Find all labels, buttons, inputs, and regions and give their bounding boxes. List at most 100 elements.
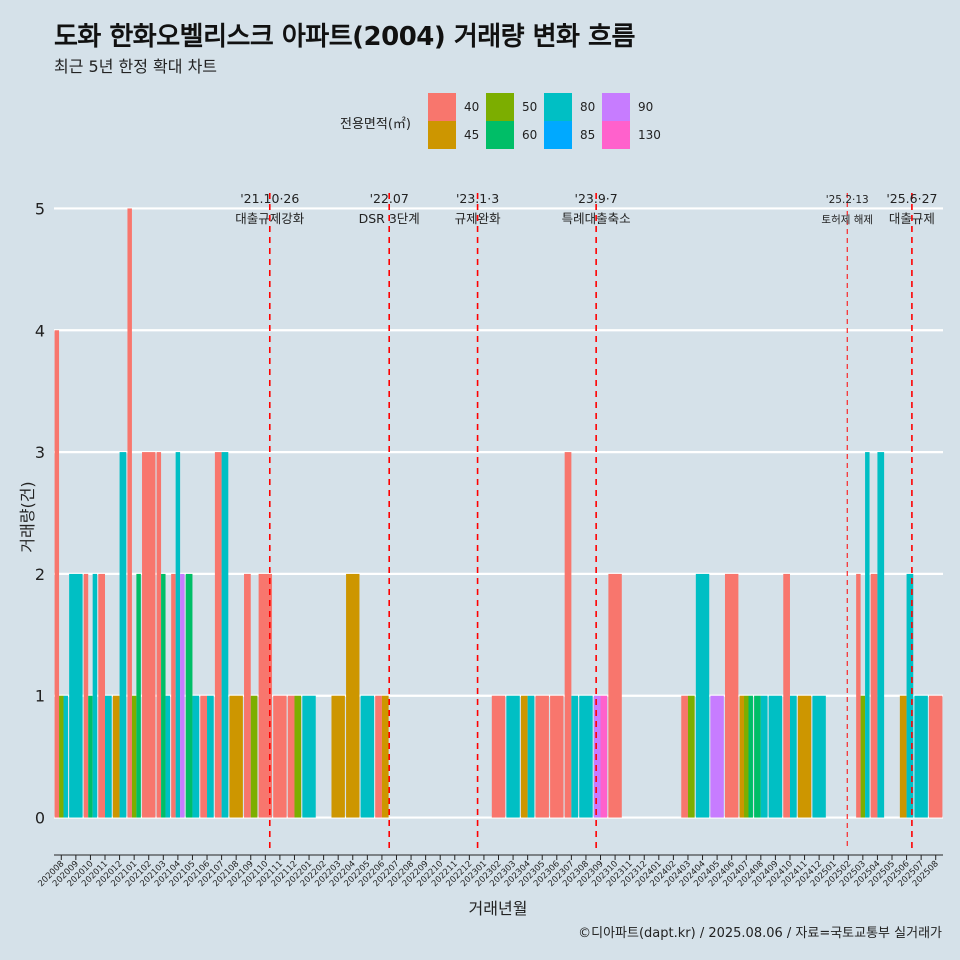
bar-202111-40 xyxy=(273,695,287,818)
bar-202010-80 xyxy=(92,573,98,818)
bar-202404-80 xyxy=(695,573,710,818)
bar-202407-45 xyxy=(739,695,745,818)
bar-202307-40 xyxy=(564,452,572,818)
bar-202012-80 xyxy=(119,452,127,818)
bar-202012-45 xyxy=(112,695,120,818)
bar-202408-60 xyxy=(754,695,761,818)
bars-layer xyxy=(54,208,943,818)
annotation-date: '25.6·27 xyxy=(886,191,937,206)
bar-202011-80 xyxy=(105,695,112,818)
bar-202105-60 xyxy=(185,573,193,818)
bar-202405-90 xyxy=(710,695,724,818)
axis-layer: 0123452020082020092020102020112020122021… xyxy=(35,199,943,889)
annotation-layer: '21.10·26 대출규제강화 '22.07 DSR 3단계 '23.1·3 규제완화 '… xyxy=(235,191,937,848)
y-tick-label: 1 xyxy=(35,687,45,706)
chart-subtitle: 최근 5년 한정 확대 차트 xyxy=(54,57,218,76)
bar-202406-40 xyxy=(724,573,739,818)
bar-202009-80 xyxy=(69,573,83,818)
bar-202008-80 xyxy=(63,695,68,818)
legend-swatch xyxy=(602,93,630,121)
bar-202101-60 xyxy=(136,573,141,818)
legend-label: 85 xyxy=(580,128,596,142)
legend-label: 40 xyxy=(464,100,480,114)
bar-202112-40 xyxy=(287,695,295,818)
bar-202103-80 xyxy=(165,695,171,818)
annotation-date: '23.9·7 xyxy=(575,191,618,206)
bar-202303-80 xyxy=(506,695,520,818)
bar-202411-45 xyxy=(797,695,812,818)
legend-swatch xyxy=(602,121,630,149)
bar-202506-80 xyxy=(906,573,914,818)
bar-202104-90 xyxy=(180,573,185,818)
bar-202206-40 xyxy=(375,695,382,818)
bar-202403-50 xyxy=(687,695,695,818)
bar-202410-80 xyxy=(789,695,797,818)
bar-202106-40 xyxy=(200,695,208,818)
legend-label: 80 xyxy=(580,100,596,114)
legend-label: 50 xyxy=(522,100,538,114)
bar-202305-40 xyxy=(535,695,549,818)
bar-202008-40 xyxy=(54,330,60,818)
legend-swatch xyxy=(486,93,514,121)
annotation-date: '23.1·3 xyxy=(456,191,499,206)
legend-label: 45 xyxy=(464,128,480,142)
legend-swatch xyxy=(544,93,572,121)
bar-202309-90 xyxy=(593,695,601,818)
bar-202503-50 xyxy=(860,695,866,818)
annotation-label: 토허제 해제 xyxy=(821,213,873,226)
bar-202410-40 xyxy=(783,573,790,818)
bar-202204-45 xyxy=(346,573,360,818)
y-axis-title: 거래량(건) xyxy=(18,481,37,552)
bar-202508-40 xyxy=(929,695,943,818)
bar-202205-80 xyxy=(360,695,375,818)
legend-swatch xyxy=(544,121,572,149)
bar-202103-60 xyxy=(161,573,166,818)
bar-202010-40 xyxy=(83,573,89,818)
annotation-label: DSR 3단계 xyxy=(359,211,420,226)
legend-label: 90 xyxy=(638,100,654,114)
bar-202110-40 xyxy=(258,573,273,818)
bar-202310-40 xyxy=(608,573,622,818)
legend-swatch xyxy=(428,93,456,121)
bar-202103-40 xyxy=(156,452,162,818)
legend-label: 130 xyxy=(638,128,661,142)
bar-202109-50 xyxy=(250,695,258,818)
bar-202408-80 xyxy=(760,695,768,818)
y-tick-label: 0 xyxy=(35,809,45,828)
annotation-date: '21.10·26 xyxy=(240,191,299,206)
bar-202203-45 xyxy=(331,695,345,818)
chart-title: 도화 한화오벨리스크 아파트(2004) 거래량 변화 흐름 xyxy=(54,22,635,52)
bar-202101-50 xyxy=(131,695,137,818)
bar-202407-60 xyxy=(748,695,753,818)
bar-202403-40 xyxy=(681,695,688,818)
bar-202504-80 xyxy=(877,452,885,818)
bar-202304-80 xyxy=(527,695,535,818)
source-caption: ©디아파트(dapt.kr) / 2025.08.06 / 자료=국토교통부 실… xyxy=(578,926,942,941)
annotation-label: 대출규제 xyxy=(889,211,935,226)
bar-202308-80 xyxy=(579,695,593,818)
y-tick-label: 3 xyxy=(35,443,45,462)
legend-swatch xyxy=(428,121,456,149)
y-tick-label: 4 xyxy=(35,321,45,340)
bar-202507-80 xyxy=(914,695,928,818)
bar-202104-80 xyxy=(175,452,181,818)
bar-202107-80 xyxy=(221,452,229,818)
annotation-date: '25.2·13 xyxy=(826,194,869,206)
bar-202412-80 xyxy=(812,695,826,818)
bar-202105-80 xyxy=(192,695,200,818)
legend-swatch xyxy=(486,121,514,149)
bar-202104-40 xyxy=(171,573,176,818)
legend-title: 전용면적(㎡) xyxy=(340,117,411,132)
bar-202306-40 xyxy=(550,695,564,818)
bar-202008-50 xyxy=(59,695,64,818)
bar-202503-80 xyxy=(865,452,870,818)
bar-202108-45 xyxy=(229,695,243,818)
bar-202112-50 xyxy=(294,695,302,818)
annotation-label: 규제완화 xyxy=(455,211,502,226)
bar-202506-45 xyxy=(899,695,907,818)
bar-202107-40 xyxy=(214,452,222,818)
y-tick-label: 5 xyxy=(35,199,45,218)
bar-202206-45 xyxy=(381,695,389,818)
bar-202307-80 xyxy=(571,695,579,818)
